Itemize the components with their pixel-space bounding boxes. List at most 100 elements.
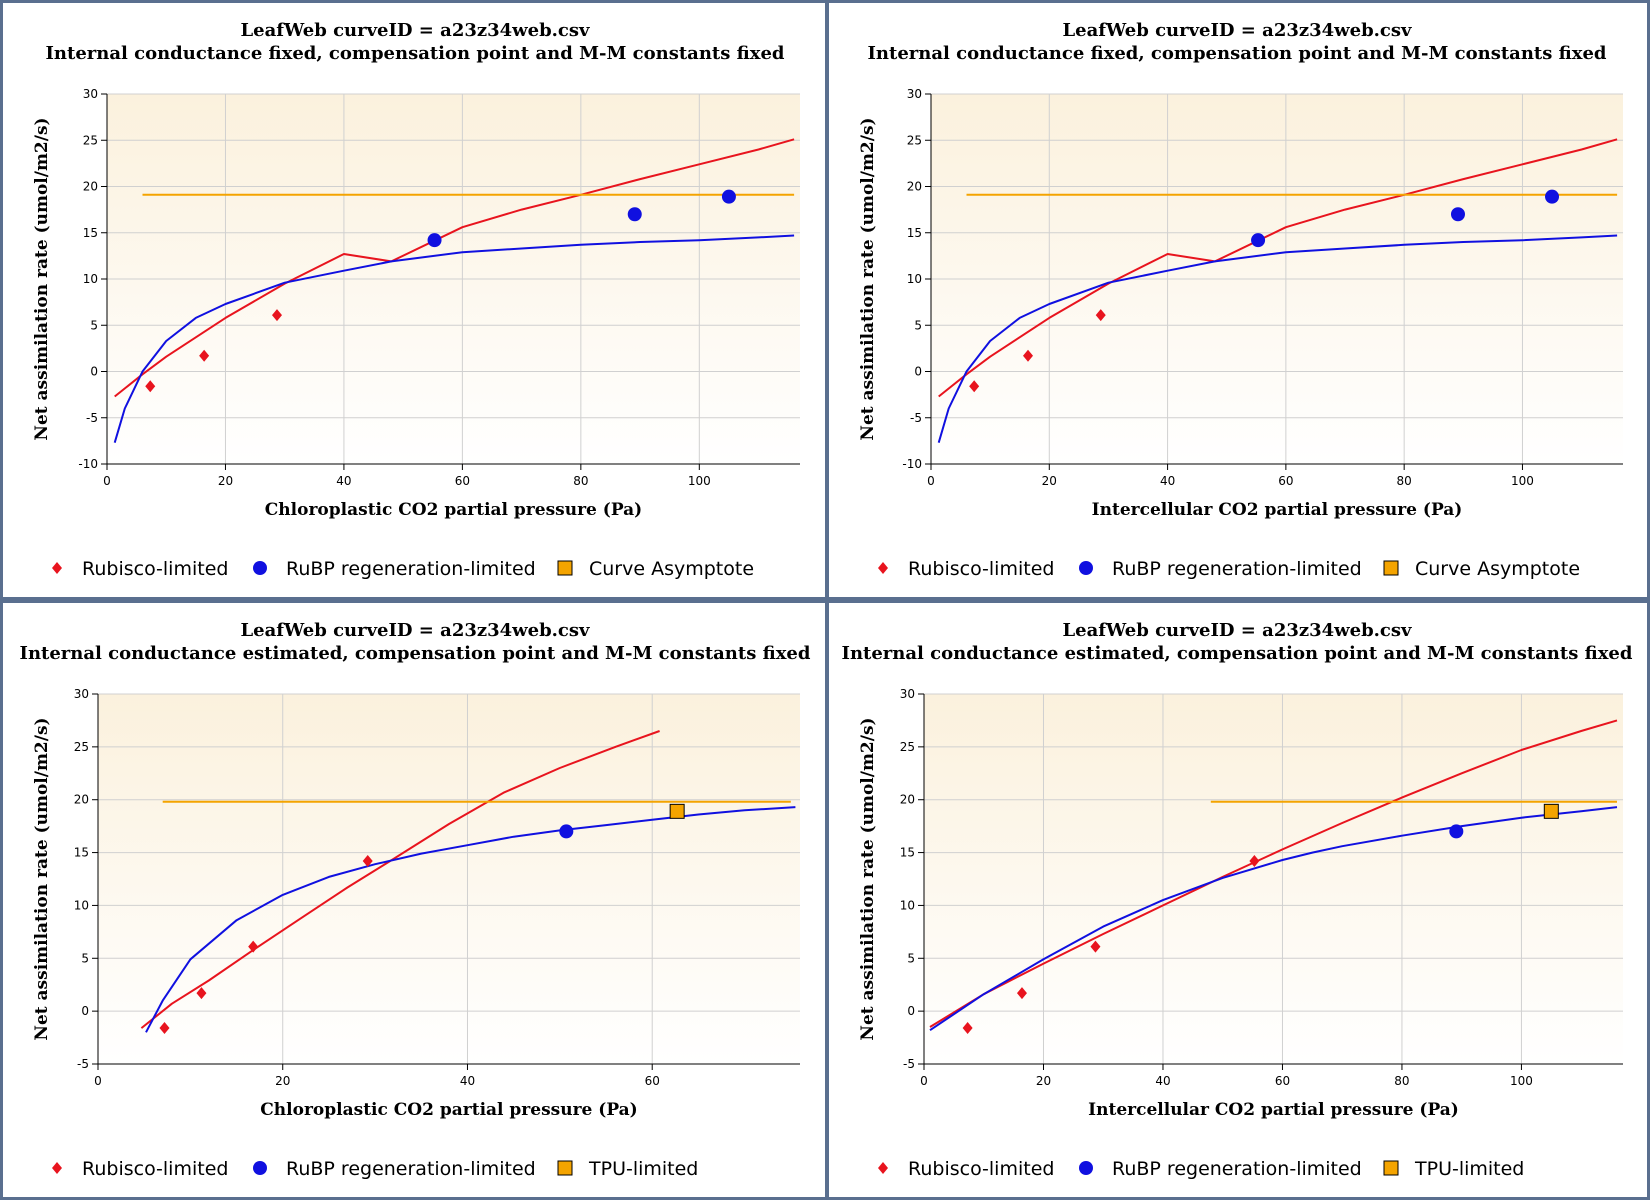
rubp-point (627, 207, 642, 222)
legend-label-rubisco: Rubisco-limited (82, 1158, 228, 1180)
data-points (159, 803, 685, 1035)
y-tick-label: 0 (907, 1004, 915, 1018)
rubisco-curve (929, 719, 1618, 1028)
rubisco-point (248, 940, 259, 953)
legend: Rubisco-limited RuBP regeneration-limited… (878, 1158, 1524, 1180)
legend-label-rubp: RuBP regeneration-limited (286, 558, 536, 580)
y-tick-label: 5 (914, 318, 922, 332)
y-tick-label: -10 (902, 457, 922, 471)
y-tick-label: 15 (900, 846, 915, 860)
x-tick-label: 20 (275, 1074, 290, 1088)
x-axis-label: Intercellular CO2 partial pressure (Pa) (1092, 500, 1463, 520)
rubp-curve (937, 234, 1618, 443)
data-points (969, 189, 1560, 393)
y-tick-label: 10 (907, 272, 922, 286)
x-tick-label: 0 (927, 474, 935, 488)
chart-title: LeafWeb curveID = a23z34web.csv (241, 620, 591, 641)
rubisco-point (1022, 349, 1033, 362)
x-tick-label: 60 (1275, 1074, 1290, 1088)
rubp-point (1449, 824, 1464, 839)
legend-rubp-icon (1079, 1161, 1093, 1175)
legend: Rubisco-limited RuBP regeneration-limited… (52, 558, 754, 580)
y-tick-label: -10 (78, 457, 98, 471)
y-tick-label: 25 (900, 740, 915, 754)
y-tick-label: -5 (77, 1057, 89, 1071)
x-tick-label: 20 (1042, 474, 1057, 488)
x-tick-label: 40 (1155, 1074, 1170, 1088)
y-tick-label: 20 (907, 180, 922, 194)
y-tick-label: 20 (83, 180, 98, 194)
x-tick-label: 40 (336, 474, 351, 488)
y-tick-label: 30 (83, 87, 98, 101)
chart-subtitle: Internal conductance estimated, compensa… (842, 643, 1633, 664)
legend-label-rubp: RuBP regeneration-limited (1112, 1158, 1362, 1180)
chart-svg-top-right: LeafWeb curveID = a23z34web.csvInternal … (858, 20, 1623, 580)
chart-panel-top-left: LeafWeb curveID = a23z34web.csv Internal … (3, 3, 825, 597)
rubp-point (559, 824, 574, 839)
x-tick-label: 0 (94, 1074, 102, 1088)
y-tick-label: -5 (910, 411, 922, 425)
legend-rubp-icon (253, 561, 267, 575)
y-tick-label: 30 (74, 687, 89, 701)
tpu-point (1543, 803, 1559, 819)
chart-subtitle: Internal conductance fixed, compensation… (868, 43, 1607, 64)
legend: Rubisco-limited RuBP regeneration-limited… (878, 558, 1580, 580)
x-tick-label: 80 (1397, 474, 1412, 488)
legend-rubisco-icon (52, 562, 62, 574)
legend: Rubisco-limited RuBP regeneration-limited… (52, 1158, 698, 1180)
rubisco-curve (938, 138, 1618, 398)
legend-third-icon (1383, 1160, 1399, 1176)
y-axis-label: Net assimilation rate (umol/m2/s) (858, 117, 878, 440)
chart-panel-top-right: LeafWeb curveID = a23z34web.csv Internal … (829, 3, 1647, 597)
x-tick-label: 60 (645, 1074, 660, 1088)
curves (937, 138, 1618, 443)
rubp-point (1251, 233, 1266, 248)
y-tick-label: 30 (907, 87, 922, 101)
x-axis-label: Intercellular CO2 partial pressure (Pa) (1088, 1100, 1459, 1120)
rubisco-point (969, 380, 980, 393)
legend-rubp-icon (253, 1161, 267, 1175)
data-points (962, 803, 1559, 1035)
y-tick-label: 5 (90, 318, 98, 332)
plot-area (98, 694, 800, 1064)
x-tick-label: 60 (1278, 474, 1293, 488)
rubp-point (1450, 207, 1465, 222)
x-tick-label: 80 (573, 474, 588, 488)
y-tick-label: 10 (83, 272, 98, 286)
curves (929, 719, 1618, 1032)
gridlines (107, 93, 800, 465)
rubisco-curve (114, 138, 795, 398)
x-axis-label: Chloroplastic CO2 partial pressure (Pa) (265, 500, 642, 520)
x-axis-label: Chloroplastic CO2 partial pressure (Pa) (260, 1100, 637, 1120)
y-axis-label: Net assimilation rate (umol/m2/s) (858, 717, 878, 1040)
legend-label-third: Curve Asymptote (589, 558, 754, 580)
legend-third-icon (557, 1160, 573, 1176)
chart-panel-bottom-left: LeafWeb curveID = a23z34web.csv Internal … (3, 603, 825, 1197)
legend-label-rubp: RuBP regeneration-limited (1112, 558, 1362, 580)
y-tick-label: 15 (907, 226, 922, 240)
legend-rubp-icon (1079, 561, 1093, 575)
x-tick-label: 40 (1160, 474, 1175, 488)
legend-third-icon (1383, 560, 1399, 576)
legend-rubisco-icon (878, 1162, 888, 1174)
y-tick-label: 0 (90, 365, 98, 379)
legend-rubisco-icon (52, 1162, 62, 1174)
legend-label-rubisco: Rubisco-limited (82, 558, 228, 580)
x-tick-label: 80 (1394, 1074, 1409, 1088)
chart-svg-bottom-right: LeafWeb curveID = a23z34web.csvInternal … (842, 620, 1633, 1180)
rubisco-point (1016, 987, 1027, 1000)
y-axis-label: Net assimilation rate (umol/m2/s) (32, 717, 52, 1040)
x-tick-label: 100 (1510, 1074, 1533, 1088)
legend-third-icon (557, 560, 573, 576)
y-tick-label: -5 (903, 1057, 915, 1071)
data-points (145, 189, 736, 393)
y-tick-label: 20 (900, 793, 915, 807)
chart-title: LeafWeb curveID = a23z34web.csv (241, 20, 591, 41)
y-tick-label: 15 (83, 226, 98, 240)
rubp-curve (113, 234, 795, 443)
rubisco-curve (140, 730, 660, 1029)
x-tick-label: 20 (1036, 1074, 1051, 1088)
x-tick-label: 40 (460, 1074, 475, 1088)
x-tick-label: 0 (920, 1074, 928, 1088)
rubisco-point (199, 349, 210, 362)
